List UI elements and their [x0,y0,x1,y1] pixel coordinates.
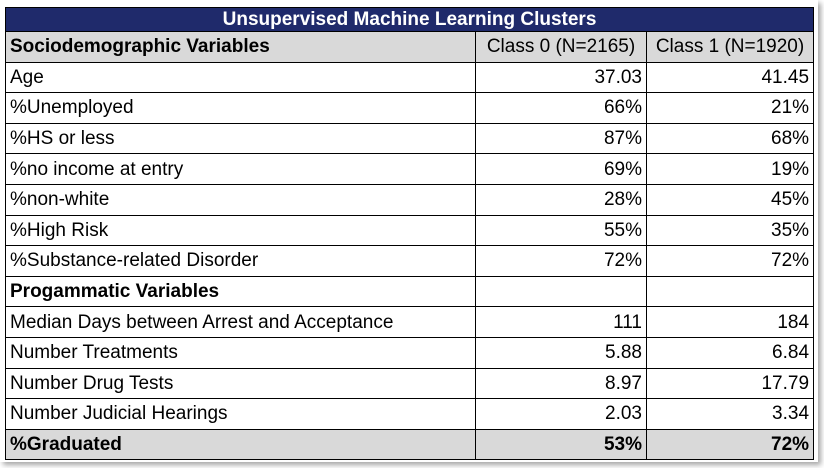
table-row: Median Days between Arrest and Acceptanc… [5,306,815,338]
clusters-table: Unsupervised Machine Learning Clusters S… [4,7,815,461]
class-1-value: 6.84 [645,336,815,369]
header-variables: Sociodemographic Variables [5,31,476,63]
total-class-0-value: 53% [475,428,647,461]
row-label: %HS or less [5,122,476,155]
table-row: Number Drug Tests 8.97 17.79 [5,367,815,400]
class-0-value: 2.03 [475,398,647,430]
class-0-value: 37.03 [475,61,647,94]
table-row: Number Judicial Hearings 2.03 3.34 [5,398,815,430]
class-0-value: 66% [475,92,647,124]
table-row: %Unemployed 66% 21% [5,92,815,124]
class-1-value: 19% [645,153,815,185]
class-1-value: 35% [645,214,815,247]
total-row: %Graduated 53% 72% [5,428,815,461]
section-programmatic: Progammatic Variables [5,275,476,308]
empty-cell [475,275,647,308]
section-row: Progammatic Variables [5,275,815,308]
table-title: Unsupervised Machine Learning Clusters [4,7,815,32]
class-0-value: 72% [475,245,647,277]
class-1-value: 45% [645,183,815,216]
row-label: Number Drug Tests [5,367,476,400]
row-label: %non-white [5,183,476,216]
row-label: %Substance-related Disorder [5,245,476,277]
table-row: %no income at entry 69% 19% [5,153,815,185]
header-row: Sociodemographic Variables Class 0 (N=21… [5,31,815,63]
class-0-value: 28% [475,183,647,216]
empty-cell [645,275,815,308]
header-class-1: Class 1 (N=1920) [645,31,815,63]
header-class-0: Class 0 (N=2165) [475,31,647,63]
row-label: Number Judicial Hearings [5,398,476,430]
row-label: %no income at entry [5,153,476,185]
row-label: Number Treatments [5,336,476,369]
class-0-value: 5.88 [475,336,647,369]
row-label: %Unemployed [5,92,476,124]
table-row: Age 37.03 41.45 [5,61,815,94]
class-1-value: 3.34 [645,398,815,430]
class-0-value: 55% [475,214,647,247]
class-1-value: 41.45 [645,61,815,94]
row-label: Age [5,61,476,94]
class-0-value: 8.97 [475,367,647,400]
table-row: %HS or less 87% 68% [5,122,815,155]
class-1-value: 17.79 [645,367,815,400]
table-row: %non-white 28% 45% [5,183,815,216]
table-frame: Unsupervised Machine Learning Clusters S… [4,7,815,461]
class-0-value: 111 [475,306,647,338]
row-label: Median Days between Arrest and Acceptanc… [5,306,476,338]
class-1-value: 68% [645,122,815,155]
class-0-value: 87% [475,122,647,155]
row-label: %High Risk [5,214,476,247]
table-row: %High Risk 55% 35% [5,214,815,247]
table-row: %Substance-related Disorder 72% 72% [5,245,815,277]
total-label: %Graduated [5,428,476,461]
total-class-1-value: 72% [645,428,815,461]
class-0-value: 69% [475,153,647,185]
class-1-value: 72% [645,245,815,277]
class-1-value: 21% [645,92,815,124]
table-row: Number Treatments 5.88 6.84 [5,336,815,369]
class-1-value: 184 [645,306,815,338]
